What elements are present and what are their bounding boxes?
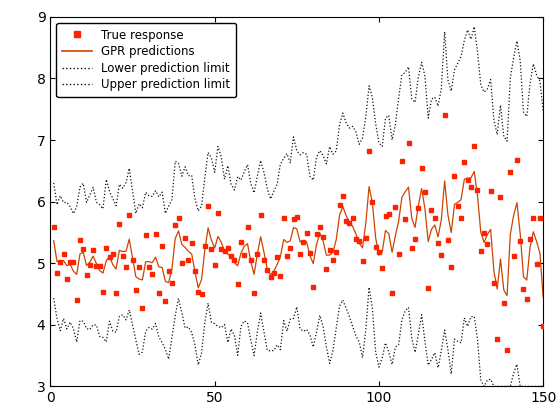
Legend: True response, GPR predictions, Lower prediction limit, Upper prediction limit: True response, GPR predictions, Lower pr… bbox=[57, 23, 236, 97]
